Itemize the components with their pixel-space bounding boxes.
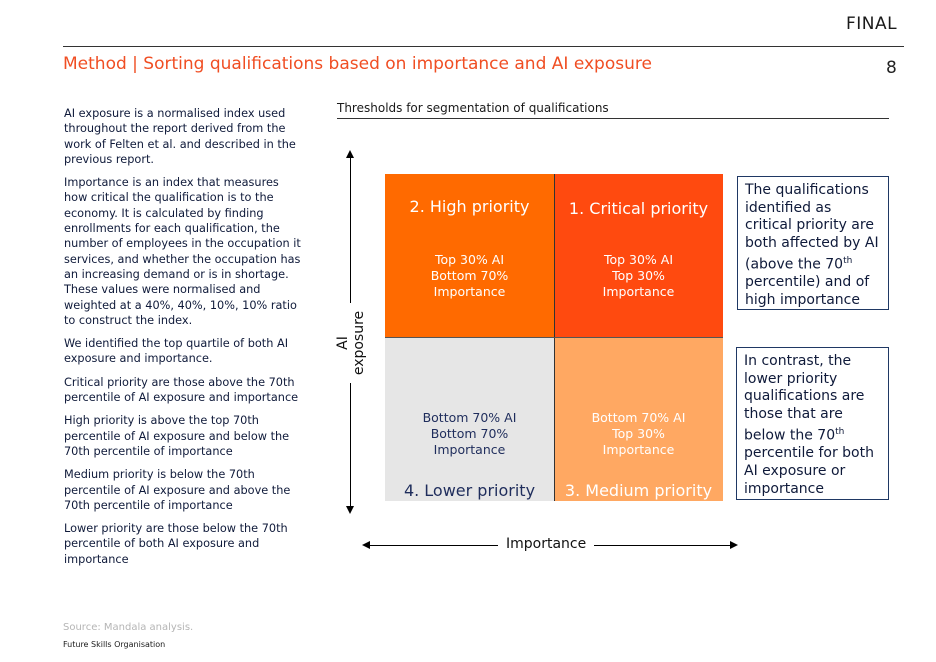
quadrant-criteria: Top 30% AI Bottom 70% Importance — [431, 252, 509, 300]
y-axis-label: AI exposure — [335, 303, 367, 383]
paragraph-ai-exposure: AI exposure is a normalised index used t… — [64, 107, 296, 166]
quadrant-heading: 1. Critical priority — [568, 199, 709, 218]
x-axis-label: Importance — [498, 536, 595, 552]
y-axis-arrow-down-icon — [346, 506, 354, 514]
criteria-importance-label: Importance — [602, 442, 675, 457]
quadrant-high-priority: 2. High priority Top 30% AI Bottom 70% I… — [385, 174, 554, 337]
paragraph-importance: Importance is an index that measures how… — [64, 176, 301, 327]
subtitle-divider — [337, 118, 889, 119]
x-axis-arrow-right-icon — [730, 541, 738, 549]
paragraph-critical: Critical priority are those above the 70… — [64, 375, 299, 405]
criteria-ai: Top 30% AI — [603, 252, 674, 267]
page-number: 8 — [886, 58, 897, 78]
paragraph-top-quartile: We identified the top quartile of both A… — [64, 337, 289, 366]
status-label: FINAL — [846, 14, 898, 34]
criteria-importance-label: Importance — [433, 284, 506, 299]
x-axis-arrow-left-icon — [362, 541, 370, 549]
quadrant-critical-priority: 1. Critical priority Top 30% AI Top 30% … — [554, 174, 723, 337]
criteria-ai: Bottom 70% AI — [591, 410, 686, 425]
callout-superscript: th — [835, 426, 845, 437]
callout-text: percentile) and of high importance — [745, 274, 870, 308]
paragraph-lower: Lower priority are those below the 70th … — [64, 522, 288, 566]
quadrant-heading: 3. Medium priority — [564, 481, 713, 500]
quadrant-heading: 4. Lower priority — [403, 481, 536, 500]
quadrant-criteria: Bottom 70% AI Top 30% Importance — [592, 410, 686, 458]
callout-lower-priority: In contrast, the lower priority qualific… — [736, 347, 889, 500]
quadrant-heading: 2. High priority — [409, 197, 530, 216]
callout-text: In contrast, the lower priority qualific… — [744, 353, 865, 444]
callout-superscript: th — [843, 255, 853, 266]
page-title: Method | Sorting qualifications based on… — [63, 54, 652, 74]
quadrant-lower-priority: Bottom 70% AI Bottom 70% Importance 4. L… — [385, 337, 554, 501]
paragraph-medium: Medium priority is below the 70th percen… — [64, 468, 291, 512]
criteria-importance: Top 30% — [612, 268, 665, 283]
quadrant-criteria: Bottom 70% AI Bottom 70% Importance — [423, 410, 517, 458]
criteria-importance-label: Importance — [433, 442, 506, 457]
callout-critical-priority: The qualifications identified as critica… — [737, 176, 889, 310]
paragraph-high: High priority is above the top 70th perc… — [64, 414, 290, 458]
criteria-ai: Bottom 70% AI — [422, 410, 517, 425]
method-description: AI exposure is a normalised index used t… — [64, 106, 304, 575]
callout-text: The qualifications identified as critica… — [745, 182, 879, 273]
callout-text: percentile for both AI exposure or impor… — [744, 445, 874, 497]
y-axis-arrow-up-icon — [346, 150, 354, 158]
criteria-importance: Top 30% — [612, 426, 665, 441]
criteria-importance: Bottom 70% — [430, 426, 509, 441]
figure-subtitle: Thresholds for segmentation of qualifica… — [337, 101, 609, 115]
quadrant-criteria: Top 30% AI Top 30% Importance — [603, 252, 675, 300]
header-divider — [63, 46, 904, 47]
criteria-importance-label: Importance — [602, 284, 675, 299]
quadrant-medium-priority: Bottom 70% AI Top 30% Importance 3. Medi… — [554, 337, 723, 501]
source-note: Source: Mandala analysis. — [63, 622, 194, 633]
quadrant-horizontal-divider — [385, 337, 723, 338]
criteria-importance: Bottom 70% — [430, 268, 509, 283]
criteria-ai: Top 30% AI — [434, 252, 505, 267]
organisation-footer: Future Skills Organisation — [63, 640, 166, 649]
